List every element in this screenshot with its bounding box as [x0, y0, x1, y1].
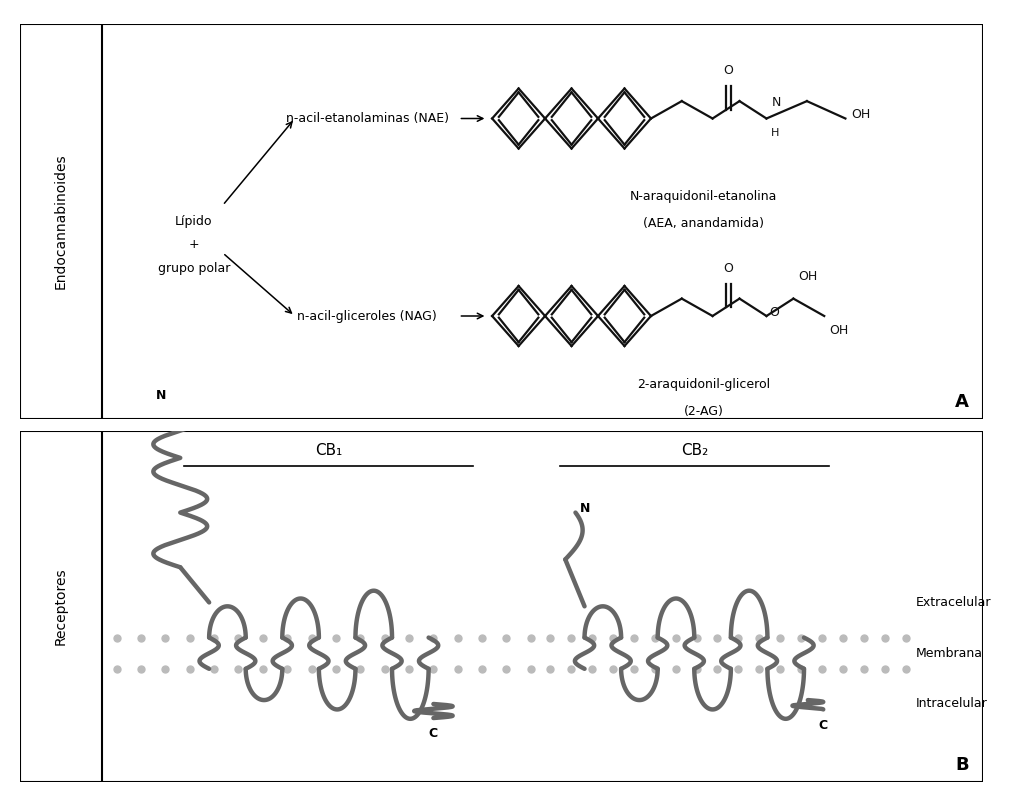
Text: (AEA, anandamida): (AEA, anandamida) [643, 217, 764, 230]
Text: Lípido: Lípido [175, 215, 213, 228]
Text: grupo polar: grupo polar [158, 262, 230, 275]
Text: 2-araquidonil-glicerol: 2-araquidonil-glicerol [637, 378, 770, 390]
Text: CB₂: CB₂ [681, 442, 708, 457]
Text: (2-AG): (2-AG) [684, 405, 724, 418]
Text: A: A [954, 393, 969, 411]
Text: Receptores: Receptores [54, 567, 68, 645]
Text: O: O [724, 65, 733, 77]
Text: +: + [188, 239, 199, 251]
Text: OH: OH [851, 108, 870, 121]
Text: Extracelular: Extracelular [915, 596, 991, 609]
Text: n-acil-gliceroles (NAG): n-acil-gliceroles (NAG) [297, 310, 437, 322]
Text: Membrana: Membrana [915, 647, 983, 660]
Text: O: O [769, 306, 779, 318]
Text: N: N [581, 502, 591, 515]
Text: N: N [771, 96, 780, 109]
Text: CB₁: CB₁ [314, 442, 342, 457]
Text: n-acil-etanolaminas (NAE): n-acil-etanolaminas (NAE) [286, 112, 449, 125]
Text: Intracelular: Intracelular [915, 698, 987, 710]
Text: B: B [955, 756, 969, 774]
Text: C: C [429, 728, 438, 740]
Text: O: O [724, 262, 733, 275]
Text: C: C [819, 719, 827, 732]
Text: N: N [156, 389, 166, 402]
Text: N-araquidonil-etanolina: N-araquidonil-etanolina [630, 190, 777, 202]
Text: OH: OH [829, 324, 848, 337]
Text: H: H [771, 128, 779, 138]
Text: OH: OH [799, 270, 817, 283]
Text: Endocannabinoides: Endocannabinoides [54, 153, 68, 289]
